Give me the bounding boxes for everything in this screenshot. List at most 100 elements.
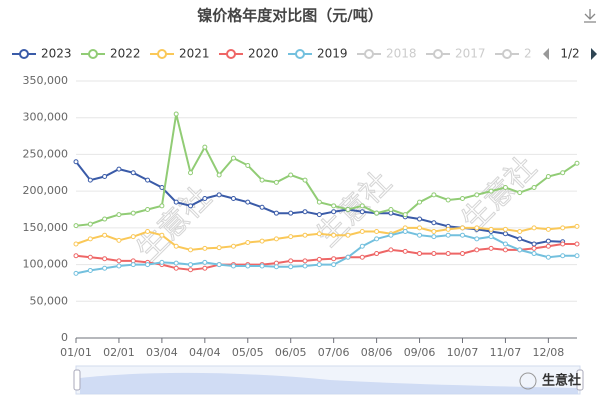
data-point	[574, 241, 580, 247]
data-point	[245, 199, 251, 205]
logo-text: 生意社	[542, 373, 581, 389]
data-point	[87, 267, 93, 273]
x-tick-label: 04/04	[189, 346, 221, 359]
data-point	[388, 247, 394, 253]
data-point	[302, 258, 308, 264]
data-point	[102, 173, 108, 179]
data-point	[374, 229, 380, 235]
data-point	[288, 210, 294, 216]
data-point	[216, 245, 222, 251]
data-point	[502, 241, 508, 247]
x-tick-label: 05/05	[232, 346, 264, 359]
data-point	[159, 203, 165, 209]
datazoom-handle[interactable]	[73, 369, 81, 391]
data-point	[560, 225, 566, 231]
data-point	[474, 236, 480, 242]
data-point	[259, 204, 265, 210]
download-glyph[interactable]	[584, 9, 596, 23]
data-point	[130, 170, 136, 176]
data-point	[488, 226, 494, 232]
data-point	[202, 265, 208, 271]
legend-label[interactable]: 2	[524, 47, 532, 61]
data-point	[359, 254, 365, 260]
data-point	[130, 210, 136, 216]
data-point	[230, 195, 236, 201]
data-point	[531, 241, 537, 247]
data-point	[202, 144, 208, 150]
legend-icon	[295, 49, 305, 59]
data-point	[445, 197, 451, 203]
legend-label[interactable]: 2019	[317, 47, 348, 61]
data-point	[331, 262, 337, 268]
legend-label[interactable]: 2022	[110, 47, 141, 61]
data-point	[545, 226, 551, 232]
legend-page: 1/2	[560, 47, 579, 61]
data-point	[302, 232, 308, 238]
x-tick-label: 10/07	[447, 346, 479, 359]
data-point	[73, 270, 79, 276]
y-tick-label: 300,000	[23, 111, 69, 124]
data-point	[502, 226, 508, 232]
data-point	[87, 254, 93, 260]
data-point	[488, 234, 494, 240]
data-point	[273, 210, 279, 216]
data-point	[216, 192, 222, 198]
y-tick-label: 200,000	[23, 184, 69, 197]
data-point	[145, 177, 151, 183]
legend-prev[interactable]	[543, 48, 549, 60]
data-point	[474, 192, 480, 198]
data-point	[73, 253, 79, 259]
legend-label[interactable]: 2017	[455, 47, 486, 61]
data-point	[245, 240, 251, 246]
data-point	[302, 177, 308, 183]
data-point	[173, 243, 179, 249]
data-point	[531, 225, 537, 231]
data-point	[73, 159, 79, 165]
y-tick-label: 50,000	[30, 294, 69, 307]
legend-label[interactable]: 2023	[41, 47, 72, 61]
data-point	[159, 232, 165, 238]
data-point	[188, 170, 194, 176]
data-point	[545, 238, 551, 244]
datazoom-handle[interactable]	[576, 369, 584, 391]
data-point	[188, 247, 194, 253]
x-tick-label: 01/01	[60, 346, 92, 359]
data-point	[202, 195, 208, 201]
data-point	[560, 253, 566, 259]
y-tick-label: 350,000	[23, 74, 69, 87]
data-point	[517, 247, 523, 253]
legend-label[interactable]: 2021	[179, 47, 210, 61]
data-point	[288, 258, 294, 264]
legend-next[interactable]	[591, 48, 597, 60]
data-point	[245, 263, 251, 269]
data-point	[173, 260, 179, 266]
data-point	[431, 234, 437, 240]
data-point	[459, 232, 465, 238]
data-point	[531, 251, 537, 257]
data-point	[517, 236, 523, 242]
data-point	[188, 262, 194, 268]
data-point	[116, 212, 122, 218]
data-point	[116, 166, 122, 172]
data-point	[431, 220, 437, 226]
data-point	[331, 256, 337, 262]
data-point	[359, 209, 365, 215]
data-point	[73, 241, 79, 247]
data-point	[302, 263, 308, 269]
legend-icon	[19, 49, 29, 59]
data-point	[431, 229, 437, 235]
y-tick-label: 150,000	[23, 221, 69, 234]
watermark: 生意社	[310, 165, 398, 253]
data-point	[316, 199, 322, 205]
data-point	[459, 195, 465, 201]
download-icon[interactable]	[584, 9, 596, 23]
legend-icon	[88, 49, 98, 59]
legend-icon	[502, 49, 512, 59]
legend-icon	[364, 49, 374, 59]
data-point	[345, 254, 351, 260]
legend-label[interactable]: 2020	[248, 47, 279, 61]
data-point	[374, 251, 380, 257]
data-point	[259, 238, 265, 244]
data-point	[417, 199, 423, 205]
legend-label[interactable]: 2018	[386, 47, 417, 61]
